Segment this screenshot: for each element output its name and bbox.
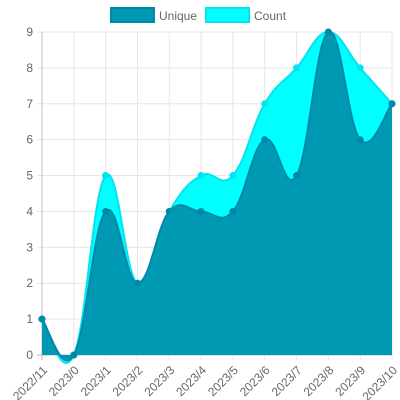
data-point-unique[interactable] <box>324 28 332 36</box>
x-tick-label: 2023/4 <box>173 363 209 399</box>
series-area-unique <box>42 31 392 361</box>
y-tick-label: 5 <box>26 169 33 183</box>
x-tick-label: 2023/10 <box>359 363 400 400</box>
x-tick-label: 2023/8 <box>301 363 337 399</box>
x-tick-label: 2023/6 <box>237 363 273 399</box>
data-point-count[interactable] <box>197 172 205 180</box>
series-line-unique <box>41 30 393 362</box>
data-point-unique[interactable] <box>197 207 205 215</box>
data-point-count[interactable] <box>102 172 110 180</box>
y-tick-label: 0 <box>26 348 33 362</box>
data-point-unique[interactable] <box>261 136 269 144</box>
x-tick-label: 2023/2 <box>110 363 146 399</box>
data-point-unique[interactable] <box>70 351 78 359</box>
data-point-count[interactable] <box>229 172 237 180</box>
y-tick-label: 2 <box>26 276 33 290</box>
data-point-count[interactable] <box>261 100 269 108</box>
x-tick-label: 2023/7 <box>269 363 305 399</box>
y-tick-label: 4 <box>26 204 33 218</box>
x-tick-label: 2023/1 <box>78 363 114 399</box>
x-tick-label: 2023/3 <box>141 363 177 399</box>
x-tick-label: 2023/5 <box>205 363 241 399</box>
data-point-count[interactable] <box>293 64 301 72</box>
x-axis: 2022/112023/02023/12023/22023/32023/4202… <box>10 363 400 400</box>
data-point-unique[interactable] <box>356 136 364 144</box>
data-point-unique[interactable] <box>133 279 141 287</box>
y-tick-label: 6 <box>26 133 33 147</box>
data-point-unique[interactable] <box>388 100 396 108</box>
y-tick-label: 1 <box>26 312 33 326</box>
data-point-unique[interactable] <box>102 207 110 215</box>
data-point-count[interactable] <box>356 64 364 72</box>
series-areas <box>41 30 393 364</box>
series-points <box>38 28 396 359</box>
y-tick-label: 7 <box>26 97 33 111</box>
data-point-unique[interactable] <box>165 207 173 215</box>
x-tick-label: 2023/0 <box>46 363 82 399</box>
y-tick-label: 8 <box>26 61 33 75</box>
legend-label-count: Count <box>254 9 287 23</box>
legend: Unique Count <box>110 7 287 23</box>
data-point-unique[interactable] <box>229 207 237 215</box>
y-tick-label: 3 <box>26 240 33 254</box>
legend-label-unique: Unique <box>159 9 197 23</box>
legend-swatch-count[interactable] <box>205 7 250 23</box>
y-axis: 0 1 2 3 4 5 6 7 8 9 <box>26 25 33 362</box>
y-tick-label: 9 <box>26 25 33 39</box>
data-point-unique[interactable] <box>38 315 46 323</box>
x-tick-label: 2022/11 <box>10 363 50 400</box>
legend-swatch-unique[interactable] <box>110 7 155 23</box>
data-point-unique[interactable] <box>293 172 301 180</box>
